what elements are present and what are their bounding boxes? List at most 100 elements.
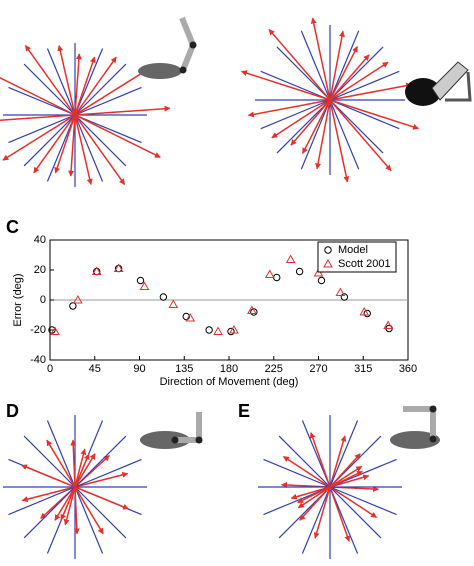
- arm-icon: [140, 412, 203, 449]
- force-arrow: [301, 99, 331, 154]
- force-arrow: [240, 70, 331, 101]
- x-tick-label: 45: [89, 363, 101, 375]
- circle-point: [363, 309, 371, 318]
- direction-line: [278, 435, 331, 488]
- force-arrow: [74, 56, 96, 116]
- x-tick-label: 0: [47, 363, 53, 375]
- triangle-point: [185, 312, 196, 322]
- direction-line: [260, 70, 331, 101]
- panel-label: D: [6, 401, 19, 421]
- triangle-point: [213, 326, 223, 335]
- force-arrow: [74, 114, 161, 158]
- direction-line: [23, 114, 76, 167]
- force-arrow: [310, 17, 331, 101]
- force-arrow: [329, 435, 347, 488]
- x-tick-label: 315: [354, 363, 372, 375]
- circle-point: [227, 327, 235, 336]
- force-arrow: [24, 45, 76, 116]
- direction-line: [300, 99, 331, 170]
- force-arrow: [33, 114, 76, 174]
- direction-line: [74, 114, 142, 144]
- arm-icon: [138, 16, 197, 79]
- direction-line: [263, 458, 331, 488]
- direction-line: [8, 486, 76, 516]
- direction-line: [74, 63, 127, 116]
- force-arrow: [20, 464, 76, 488]
- force-arrow: [46, 439, 76, 488]
- force-arrow: [329, 30, 345, 101]
- force-arrow: [299, 486, 331, 521]
- direction-line: [329, 70, 400, 101]
- triangle-point: [229, 324, 239, 334]
- circle-point: [324, 246, 332, 254]
- triangle-point: [72, 294, 83, 304]
- direction-line: [329, 30, 360, 101]
- direction-line: [329, 486, 397, 516]
- direction-line: [46, 114, 76, 182]
- force-arrow: [329, 465, 363, 488]
- circle-point: [340, 293, 349, 301]
- force-arrow: [329, 486, 351, 542]
- y-tick-label: 0: [40, 294, 46, 306]
- force-arrow: [74, 486, 130, 510]
- direction-line: [23, 435, 76, 488]
- direction-line: [301, 486, 331, 554]
- force-arrow: [268, 28, 331, 101]
- x-tick-label: 135: [175, 363, 193, 375]
- triangle-point: [247, 305, 257, 314]
- force-arrow: [0, 76, 76, 116]
- force-arrow: [68, 114, 76, 177]
- circle-point: [136, 276, 145, 285]
- circle-point: [295, 267, 304, 276]
- triangle-point: [323, 258, 333, 268]
- force-arrow: [309, 432, 331, 488]
- triangle-point: [168, 299, 179, 308]
- force-arrow: [74, 453, 90, 488]
- force-arrow: [0, 114, 76, 122]
- triangle-point: [335, 287, 346, 296]
- force-arrow: [74, 69, 148, 116]
- direction-line: [329, 99, 384, 154]
- force-arrow: [329, 470, 363, 488]
- force-arrow: [54, 114, 76, 174]
- triangle-point: [285, 254, 296, 263]
- triangle-point: [113, 263, 124, 272]
- triangle-point: [264, 269, 275, 278]
- direction-line: [329, 99, 400, 130]
- force-arrow: [297, 486, 331, 509]
- force-arrow: [54, 486, 76, 521]
- force-arrow: [329, 61, 389, 101]
- force-arrow: [329, 46, 359, 101]
- force-arrow: [329, 486, 378, 519]
- arm-icon: [390, 405, 440, 449]
- force-arrow: [21, 486, 76, 503]
- force-arrow: [74, 471, 129, 488]
- force-arrow: [74, 453, 96, 488]
- force-arrow: [329, 474, 370, 488]
- force-arrow: [74, 114, 93, 186]
- direction-line: [329, 99, 360, 170]
- direction-line: [74, 86, 142, 116]
- circle-point: [205, 326, 213, 334]
- force-arrow: [271, 99, 331, 139]
- legend-label: Scott 2001: [338, 258, 391, 270]
- circle-point: [159, 293, 168, 301]
- direction-line: [23, 63, 76, 116]
- force-arrow: [297, 486, 331, 504]
- force-arrow: [60, 486, 76, 521]
- triangle-point: [359, 306, 370, 316]
- y-tick-label: 20: [34, 264, 46, 276]
- force-arrow: [70, 439, 77, 488]
- force-arrow: [74, 448, 87, 488]
- x-tick-label: 90: [133, 363, 145, 375]
- direction-line: [74, 435, 127, 488]
- force-arrow: [329, 99, 350, 183]
- force-arrow: [282, 455, 331, 488]
- force-arrow: [315, 99, 331, 170]
- circle-point: [250, 308, 258, 316]
- force-arrow: [74, 114, 126, 185]
- circle-point: [182, 312, 190, 321]
- triangle-point: [50, 326, 60, 335]
- force-arrow: [2, 114, 76, 161]
